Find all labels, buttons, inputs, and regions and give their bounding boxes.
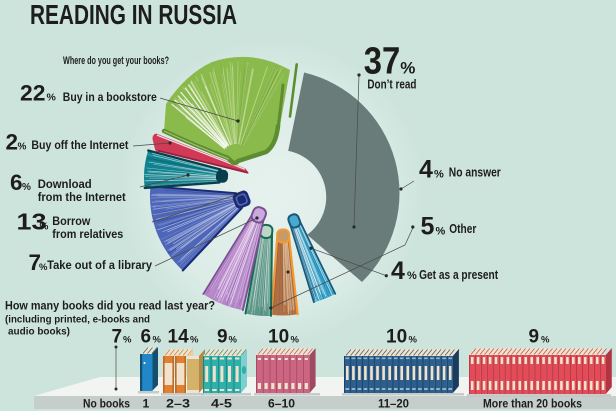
svg-text:Don’t read: Don’t read xyxy=(367,78,416,92)
svg-text:%: % xyxy=(229,334,238,345)
svg-text:2: 2 xyxy=(6,130,19,155)
svg-text:%: % xyxy=(153,334,162,345)
svg-text:Download: Download xyxy=(38,177,92,191)
svg-text:How many books did you read la: How many books did you read last year? xyxy=(5,299,215,313)
svg-text:%: % xyxy=(291,334,300,345)
svg-text:7: 7 xyxy=(29,250,42,275)
svg-text:%: % xyxy=(22,182,31,193)
svg-text:Other: Other xyxy=(449,222,476,236)
svg-text:%: % xyxy=(434,169,444,181)
svg-text:4: 4 xyxy=(419,156,433,184)
svg-text:Borrow: Borrow xyxy=(52,214,90,228)
svg-text:10: 10 xyxy=(386,326,407,347)
svg-text:Get as a present: Get as a present xyxy=(419,268,499,282)
svg-text:10: 10 xyxy=(268,326,289,347)
svg-text:%: % xyxy=(123,334,132,345)
svg-text:%: % xyxy=(436,226,446,238)
svg-text:Take out of a library: Take out of a library xyxy=(47,258,152,272)
svg-text:(including printed, e-books an: (including printed, e-books and xyxy=(5,315,150,326)
svg-text:6–10: 6–10 xyxy=(268,397,295,411)
svg-text:11–20: 11–20 xyxy=(378,397,409,411)
svg-text:9: 9 xyxy=(217,326,228,347)
svg-text:%: % xyxy=(40,222,49,233)
svg-text:%: % xyxy=(39,262,48,273)
svg-text:14: 14 xyxy=(168,326,190,347)
svg-text:22: 22 xyxy=(20,81,46,106)
svg-text:READING IN RUSSIA: READING IN RUSSIA xyxy=(30,0,237,30)
svg-text:13: 13 xyxy=(17,209,47,235)
svg-text:%: % xyxy=(541,334,550,345)
svg-text:from the Internet: from the Internet xyxy=(38,190,126,204)
svg-text:4: 4 xyxy=(391,257,405,285)
svg-text:Where do you get your books?: Where do you get your books? xyxy=(63,55,169,67)
svg-text:7: 7 xyxy=(112,326,123,347)
svg-text:6: 6 xyxy=(10,170,23,195)
svg-text:6: 6 xyxy=(141,326,152,347)
svg-text:%: % xyxy=(47,92,57,104)
svg-text:9: 9 xyxy=(529,326,540,347)
svg-text:from relatives: from relatives xyxy=(52,227,123,241)
svg-text:%: % xyxy=(407,270,417,282)
svg-text:%: % xyxy=(409,334,418,345)
svg-text:%: % xyxy=(400,59,415,78)
svg-text:%: % xyxy=(190,334,199,345)
svg-text:5: 5 xyxy=(421,213,435,241)
svg-text:Buy in a bookstore: Buy in a bookstore xyxy=(63,90,157,104)
svg-text:No answer: No answer xyxy=(449,166,501,180)
svg-text:37: 37 xyxy=(364,41,401,83)
svg-text:audio books): audio books) xyxy=(8,327,70,338)
svg-text:1: 1 xyxy=(143,397,150,411)
svg-text:Buy off the Internet: Buy off the Internet xyxy=(31,138,128,152)
svg-text:No books: No books xyxy=(83,397,130,411)
svg-text:%: % xyxy=(18,142,27,153)
svg-text:More than 20 books: More than 20 books xyxy=(483,397,582,411)
svg-text:4-5: 4-5 xyxy=(211,397,232,411)
svg-text:2–3: 2–3 xyxy=(166,397,190,411)
